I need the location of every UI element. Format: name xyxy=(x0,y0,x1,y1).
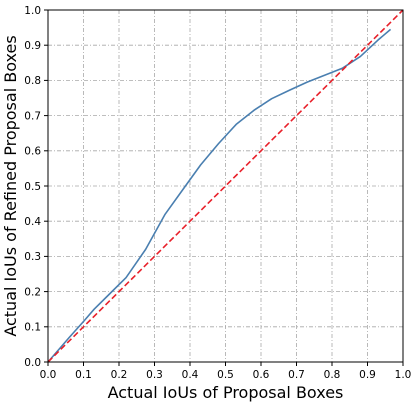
x-tick-label: 0.1 xyxy=(75,369,92,381)
iou-curve xyxy=(47,28,392,363)
y-tick-label: 0.8 xyxy=(24,75,41,87)
x-tick-label: 0.3 xyxy=(146,369,163,381)
y-tick-label: 0.0 xyxy=(24,357,41,369)
y-tick-label: 0.3 xyxy=(24,251,41,263)
y-axis-title: Actual IoUs of Refined Proposal Boxes xyxy=(1,35,20,336)
y-tick-label: 0.7 xyxy=(24,110,41,122)
y-tick-label: 0.6 xyxy=(24,146,41,158)
x-tick-label: 0.6 xyxy=(253,369,270,381)
x-tick-label: 0.2 xyxy=(111,369,128,381)
x-tick-label: 0.4 xyxy=(182,369,199,381)
y-tick-label: 0.9 xyxy=(24,40,41,52)
grid xyxy=(48,10,403,362)
diagonal-reference-line xyxy=(47,9,404,363)
y-tick-label: 0.4 xyxy=(24,216,41,228)
y-tick-label: 1.0 xyxy=(24,5,41,17)
x-tick-label: 1.0 xyxy=(395,369,412,381)
x-tick-label: 0.9 xyxy=(359,369,376,381)
y-tick-label: 0.5 xyxy=(24,181,41,193)
x-tick-label: 0.5 xyxy=(217,369,234,381)
series-layer xyxy=(47,9,404,363)
x-tick-label: 0.0 xyxy=(40,369,57,381)
y-tick-label: 0.2 xyxy=(24,286,41,298)
x-axis-title: Actual IoUs of Proposal Boxes xyxy=(108,383,344,402)
x-tick-label: 0.8 xyxy=(324,369,341,381)
y-tick-label: 0.1 xyxy=(24,322,41,334)
ticks: 0.0 0.1 0.2 0.3 0.4 0.5 0.6 0.7 0.8 0.9 1.0 0.0 0.1 0… xyxy=(24,5,411,381)
x-tick-label: 0.7 xyxy=(288,369,305,381)
